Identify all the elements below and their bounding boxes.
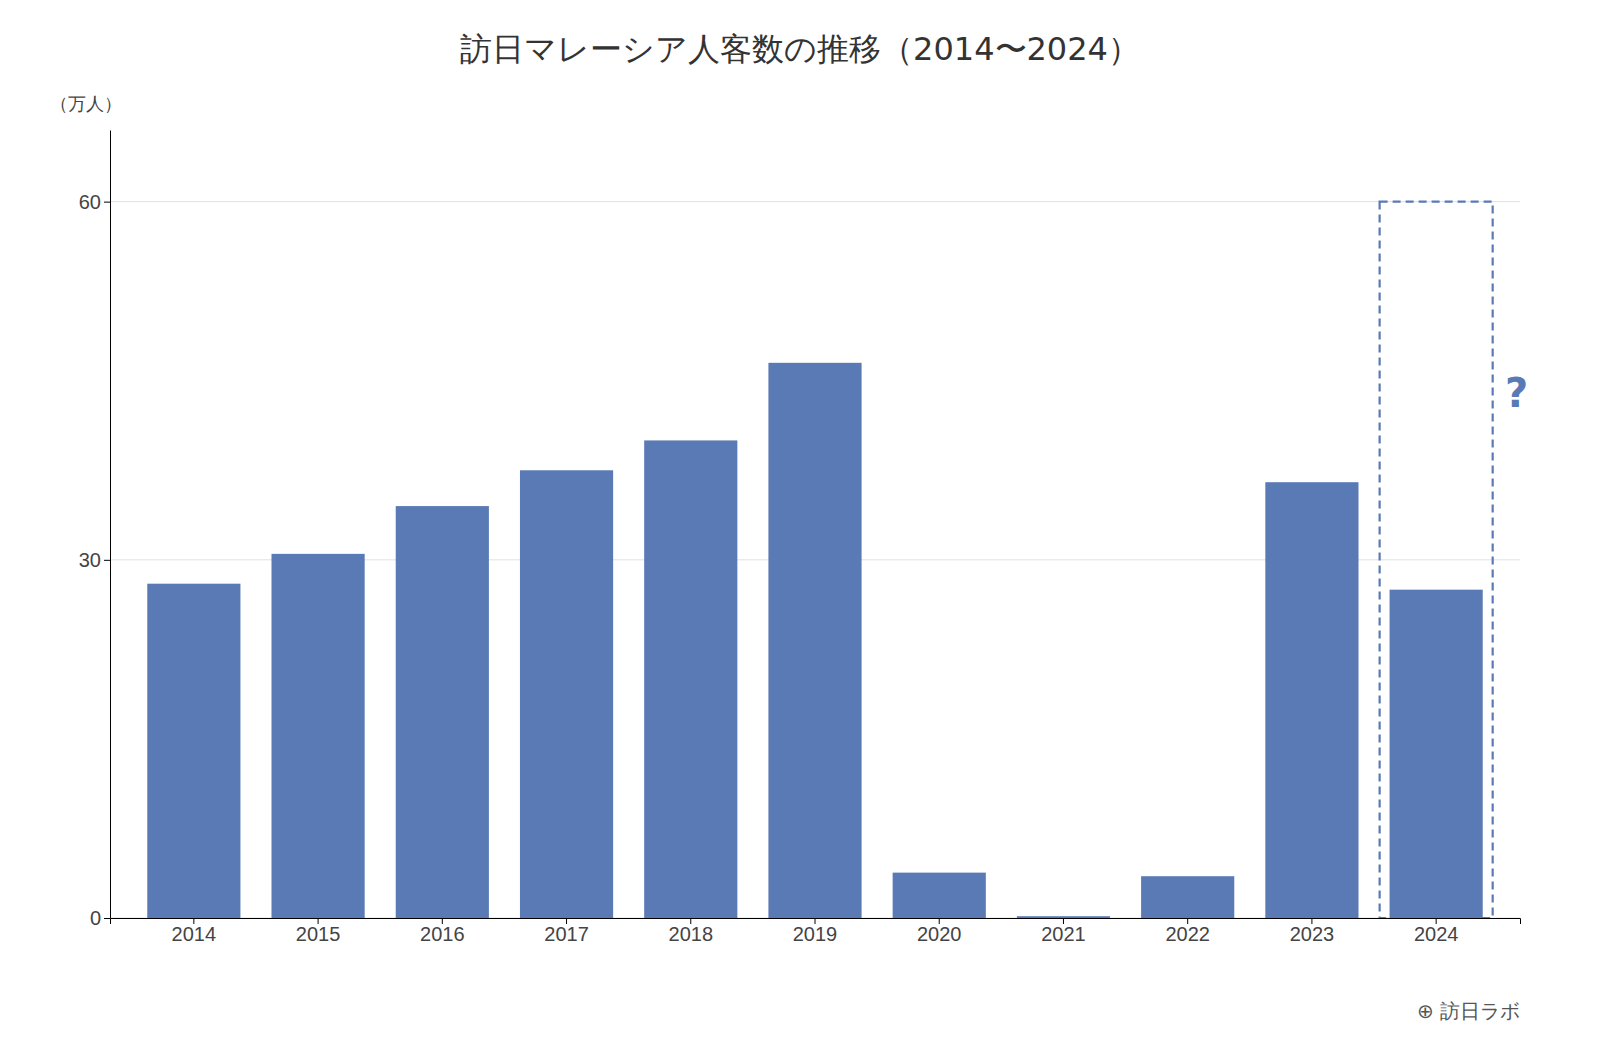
- x-tick: 2023: [1290, 918, 1335, 945]
- x-tick: 2016: [420, 918, 465, 945]
- bars: [147, 363, 1482, 918]
- x-tick: 2018: [669, 918, 714, 945]
- title: 訪日マレーシア人客数の推移（2014〜2024）: [460, 30, 1140, 68]
- plot: 0 30 60 2014 2015 2016 2017 2018 2019 2020 2021 202…: [79, 131, 1529, 946]
- y-tick-label: 30: [79, 549, 101, 571]
- highlight-box: [1380, 202, 1493, 918]
- bar: [768, 363, 861, 918]
- y-axis-line: [110, 131, 111, 919]
- x-tick-label: 2024: [1414, 923, 1459, 945]
- y-tick-mark: [104, 918, 110, 919]
- bar: [520, 470, 613, 918]
- x-tick: 2024: [1414, 918, 1459, 945]
- y-tick-label: 0: [90, 907, 101, 929]
- x-tick-label: 2022: [1165, 923, 1210, 945]
- grid-line: [110, 201, 1520, 202]
- bar: [396, 506, 489, 918]
- y-tick: 0: [90, 907, 110, 929]
- bar: [147, 584, 240, 918]
- x-tick: 2015: [296, 918, 341, 945]
- x-tick: 2021: [1041, 918, 1086, 945]
- bar: [1390, 590, 1483, 918]
- x-tick-label: 2018: [669, 923, 714, 945]
- x-tick: 2022: [1165, 918, 1210, 945]
- x-tick: 2017: [544, 918, 589, 945]
- x-tick-label: 2015: [296, 923, 341, 945]
- y-axis-title: （万人）: [50, 93, 122, 114]
- x-tick-label: 2019: [793, 923, 838, 945]
- y-tick: 60: [79, 191, 110, 213]
- bar: [644, 440, 737, 918]
- bar: [1017, 916, 1110, 918]
- y-tick-mark: [104, 560, 110, 561]
- x-axis: 2014 2015 2016 2017 2018 2019 2020 2021 2022 2023…: [111, 918, 1521, 945]
- bar: [1141, 876, 1234, 918]
- x-tick-label: 2021: [1041, 923, 1086, 945]
- bar: [271, 554, 364, 918]
- annotation: ?: [1505, 370, 1528, 416]
- chart: 0 30 60 2014 2015 2016 2017 2018 2019 2020 2021 202…: [0, 0, 1600, 1048]
- y-tick: 30: [79, 549, 110, 571]
- x-tick-label: 2020: [917, 923, 962, 945]
- x-tick-label: 2023: [1290, 923, 1335, 945]
- x-tick: 2019: [793, 918, 838, 945]
- x-tick-label: 2017: [544, 923, 589, 945]
- x-tick-label: 2016: [420, 923, 465, 945]
- y-tick-label: 60: [79, 191, 101, 213]
- watermark: ⊕ 訪日ラボ: [1417, 999, 1520, 1023]
- x-tick: 2020: [917, 918, 962, 945]
- x-tick-label: 2014: [172, 923, 217, 945]
- x-tick: 2014: [172, 918, 217, 945]
- y-tick-mark: [104, 202, 110, 203]
- y-axis: 0 30 60: [79, 131, 111, 929]
- grid: [110, 202, 1520, 918]
- bar: [1265, 482, 1358, 918]
- bar: [893, 873, 986, 918]
